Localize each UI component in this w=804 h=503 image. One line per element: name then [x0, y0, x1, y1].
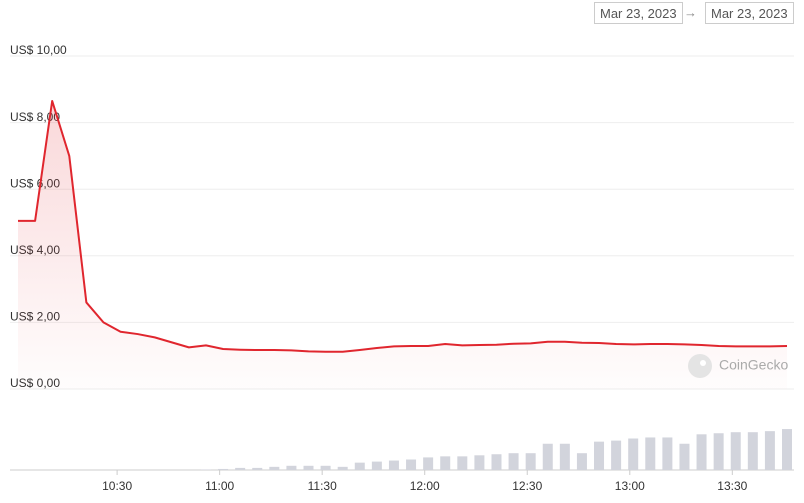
x-tick-label: 11:30 [308, 479, 337, 493]
volume-bar [662, 437, 673, 470]
x-tick-label: 10:30 [102, 479, 132, 493]
volume-bar [218, 468, 229, 470]
volume-bar [371, 461, 382, 470]
volume-bar [200, 469, 211, 470]
volume-bar [354, 462, 365, 470]
volume-bar [764, 431, 775, 470]
x-tick-label: 13:00 [615, 479, 645, 493]
volume-bar [576, 453, 587, 470]
volume-bar [337, 466, 348, 470]
volume-bar [508, 453, 519, 470]
y-tick-label: US$ 10,00 [10, 43, 67, 57]
volume-bar [525, 453, 536, 470]
date-separator: → [684, 5, 697, 20]
volume-bar [679, 443, 690, 470]
volume-bar [457, 456, 468, 470]
watermark-text: CoinGecko [719, 357, 788, 373]
volume-bar [474, 455, 485, 470]
volume-bar [235, 467, 246, 470]
x-tick-label: 13:30 [717, 479, 747, 493]
volume-bar [303, 465, 314, 470]
volume-bar [628, 438, 639, 470]
volume-bar [559, 443, 570, 470]
volume-bar [423, 457, 434, 470]
y-tick-label: US$ 8,00 [10, 110, 60, 124]
volume-bar [406, 459, 417, 470]
x-tick-label: 12:30 [512, 479, 542, 493]
date-from[interactable]: Mar 23, 2023 [594, 2, 683, 24]
volume-bar [782, 429, 792, 470]
volume-bar [747, 432, 758, 470]
volume-bar [594, 441, 605, 470]
volume-bar [320, 465, 331, 470]
volume-bar [611, 440, 622, 470]
date-to[interactable]: Mar 23, 2023 [705, 2, 794, 24]
volume-bar [440, 456, 451, 470]
volume-bar [696, 434, 707, 470]
watermark: CoinGecko [688, 354, 788, 378]
x-tick-label: 11:00 [205, 479, 234, 493]
volume-bar [730, 432, 741, 470]
volume-bar [269, 466, 280, 470]
volume-bar [491, 454, 502, 470]
volume-bar [542, 443, 553, 470]
volume-bar [713, 433, 724, 470]
volume-bar [645, 437, 656, 470]
x-tick-label: 12:00 [410, 479, 440, 493]
volume-bar [252, 467, 263, 470]
volume-bar [286, 465, 297, 470]
price-line [18, 99, 788, 353]
volume-bar [388, 460, 399, 470]
